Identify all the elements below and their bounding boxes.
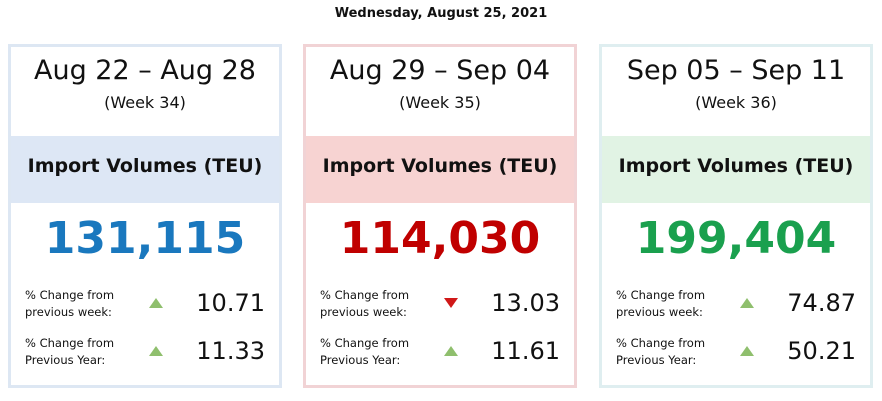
change-value: 10.71 [196, 289, 265, 317]
date-range: Aug 22 – Aug 28 [34, 55, 256, 86]
date-title: Wednesday, August 25, 2021 [334, 6, 548, 21]
change-label: % Change from previous week: [25, 288, 115, 319]
metric-band [11, 136, 279, 203]
change-label: % Change from previous week: [616, 288, 706, 319]
metric-band [306, 136, 574, 203]
date-range: Sep 05 – Sep 11 [626, 55, 846, 86]
week-label: (Week 34) [104, 93, 186, 112]
change-value: 11.33 [196, 337, 265, 365]
change-label: % Change from Previous Year: [320, 336, 410, 367]
change-value: 13.03 [491, 289, 560, 317]
change-value: 50.21 [787, 337, 856, 365]
metric-band [602, 136, 870, 203]
card: Aug 29 – Sep 04 (Week 35) Import Volumes (… [303, 44, 577, 388]
volume-value: 199,404 [635, 213, 837, 264]
card: Sep 05 – Sep 11 (Week 36) Import Volumes (… [599, 44, 873, 388]
card: Aug 22 – Aug 28 (Week 34) Import Volumes (… [8, 44, 282, 388]
change-value: 74.87 [787, 289, 856, 317]
trend-arrow [149, 298, 163, 308]
metric-title: Import Volumes (TEU) [27, 155, 263, 177]
metric-title: Import Volumes (TEU) [322, 155, 558, 177]
trend-arrow [740, 298, 754, 308]
trend-arrow [444, 298, 458, 308]
trend-arrow [149, 346, 163, 356]
date-range: Aug 29 – Sep 04 [329, 55, 551, 86]
metric-title: Import Volumes (TEU) [618, 155, 854, 177]
change-label: % Change from previous week: [320, 288, 410, 319]
trend-arrow [740, 346, 754, 356]
trend-arrow [444, 346, 458, 356]
change-label: % Change from Previous Year: [616, 336, 706, 367]
change-label: % Change from Previous Year: [25, 336, 115, 367]
week-label: (Week 36) [695, 93, 777, 112]
change-value: 11.61 [491, 337, 560, 365]
volume-value: 131,115 [44, 213, 246, 264]
week-label: (Week 35) [399, 93, 481, 112]
volume-value: 114,030 [339, 213, 541, 264]
